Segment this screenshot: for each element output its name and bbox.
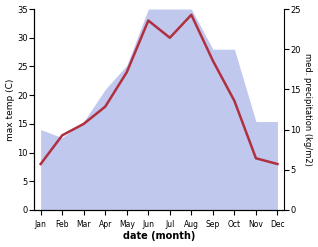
X-axis label: date (month): date (month) [123,231,195,242]
Y-axis label: med. precipitation (kg/m2): med. precipitation (kg/m2) [303,53,313,166]
Y-axis label: max temp (C): max temp (C) [5,78,15,141]
